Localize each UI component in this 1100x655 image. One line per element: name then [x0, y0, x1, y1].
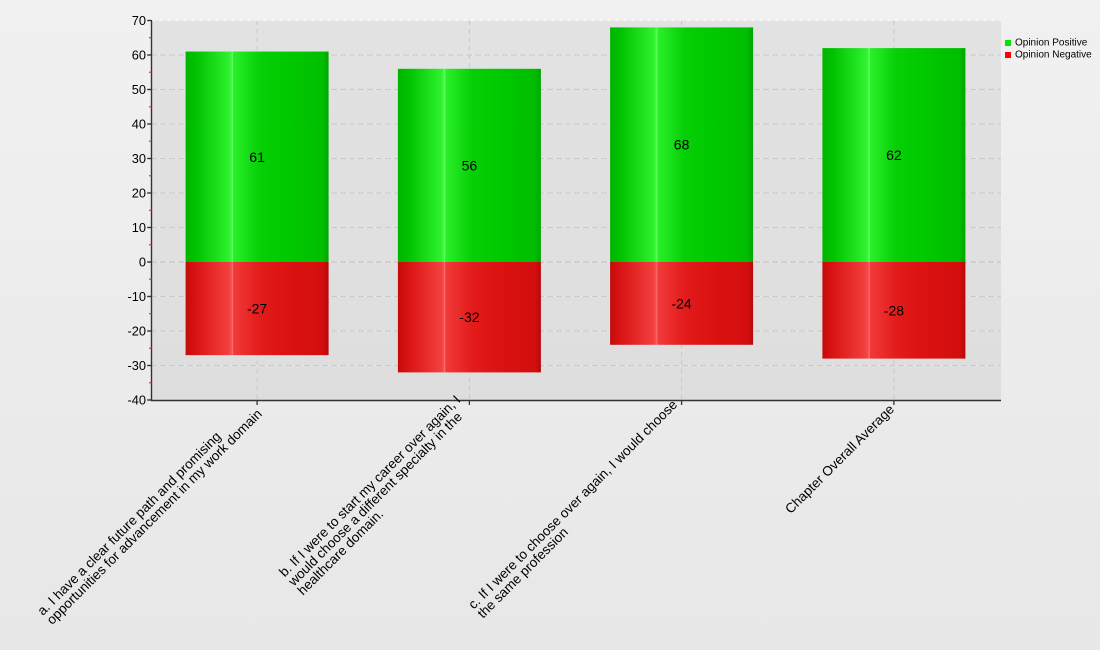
- svg-text:62: 62: [886, 147, 902, 163]
- svg-text:-27: -27: [247, 301, 267, 317]
- svg-text:-28: -28: [884, 302, 904, 318]
- svg-text:20: 20: [132, 186, 146, 201]
- svg-text:-40: -40: [128, 393, 147, 408]
- svg-text:68: 68: [674, 137, 690, 153]
- svg-text:-30: -30: [128, 358, 147, 373]
- svg-text:50: 50: [132, 82, 146, 97]
- svg-text:70: 70: [132, 13, 146, 28]
- svg-text:61: 61: [249, 149, 265, 165]
- svg-text:Opinion Positive: Opinion Positive: [1015, 38, 1088, 49]
- svg-text:-10: -10: [128, 289, 147, 304]
- svg-text:30: 30: [132, 151, 146, 166]
- svg-text:60: 60: [132, 48, 146, 63]
- svg-text:10: 10: [132, 220, 146, 235]
- svg-text:-20: -20: [128, 324, 147, 339]
- svg-text:0: 0: [139, 255, 146, 270]
- svg-text:56: 56: [462, 157, 478, 173]
- svg-text:Opinion Negative: Opinion Negative: [1015, 50, 1092, 61]
- svg-text:40: 40: [132, 117, 146, 132]
- svg-text:-24: -24: [671, 295, 691, 311]
- svg-text:-32: -32: [459, 309, 479, 325]
